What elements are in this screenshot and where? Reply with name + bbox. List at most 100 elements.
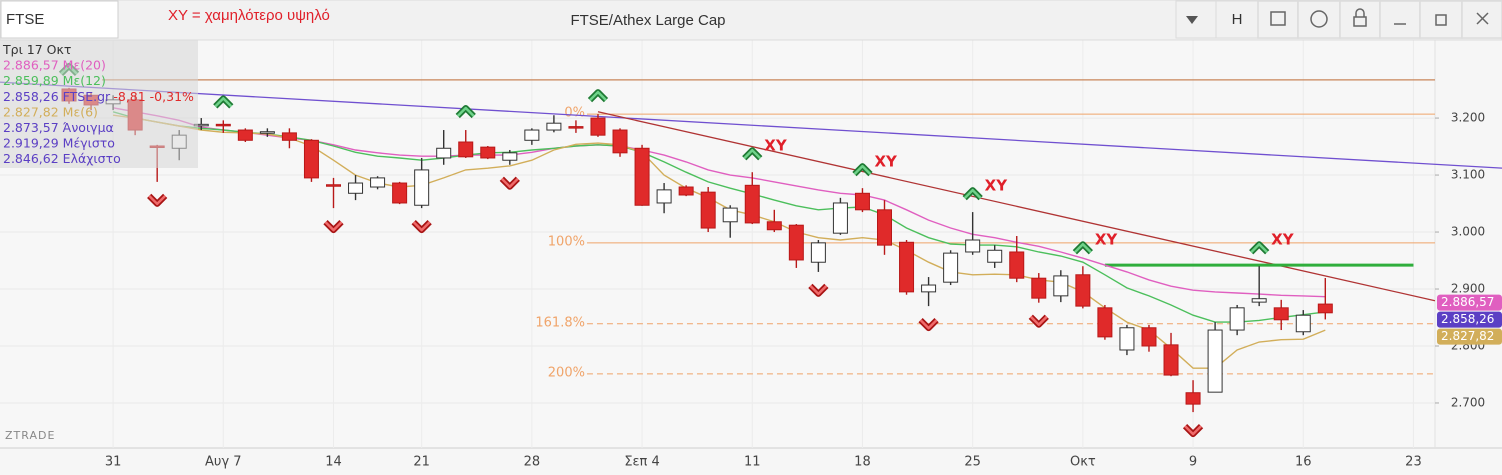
candle-body: [1031, 277, 1047, 299]
signal-label: XY: [874, 153, 898, 171]
pivot-high-arrow-inner: [1250, 242, 1269, 254]
minimize-button[interactable]: [1379, 0, 1421, 39]
y-tick-label: 3.100: [1451, 168, 1485, 182]
x-tick-label: 14: [325, 455, 342, 470]
candle-body: [1207, 329, 1223, 393]
info-text: 2.846,62: [3, 151, 59, 166]
info-text: 2.873,57: [3, 120, 59, 135]
trend-line: [597, 111, 1436, 302]
candle-body: [458, 141, 474, 158]
candle-body: [1317, 303, 1333, 314]
candle-body: [1229, 307, 1245, 331]
candle-body: [877, 209, 892, 246]
candle-body: [348, 182, 364, 194]
info-line: 2.858,26 FTSE.gr -8,81 -0,31%: [3, 88, 194, 103]
candle-body: [965, 239, 981, 253]
note: XY = χαμηλότερο υψηλό: [168, 7, 330, 24]
candle-body: [303, 139, 319, 179]
h-button[interactable]: [1215, 0, 1259, 39]
candle-body: [854, 192, 870, 211]
candle-body: [237, 129, 253, 141]
candle-body: [722, 207, 738, 223]
candle-body: [502, 152, 518, 161]
info-line: 2.859,89 Με(12): [3, 73, 106, 88]
candle-body: [1185, 392, 1201, 405]
quote-icon: [1310, 10, 1328, 28]
trend-line: [0, 81, 1502, 169]
candle-body: [1251, 298, 1267, 303]
info-text: FTSE.gr: [63, 88, 111, 103]
pivot-low-arrow-inner: [500, 177, 519, 189]
pivot-high-arrow-inner: [456, 106, 475, 117]
toolbar: FTSE XY = χαμηλότερο υψηλό FTSE/Athex La…: [0, 0, 1502, 41]
info-text: Ελάχιστο: [63, 151, 121, 166]
watermark: ZTRADE: [5, 429, 55, 442]
dropdown-arrow: [1186, 16, 1198, 24]
y-tick-label: 2.900: [1451, 282, 1485, 296]
candle-body: [1097, 307, 1113, 338]
candle-body: [899, 241, 915, 293]
info-text: 2.859,89: [3, 73, 59, 88]
plot-area: [0, 40, 1435, 448]
candle-body: [524, 129, 540, 141]
info-text: Μέγιστο: [63, 135, 115, 150]
pivot-high-arrow-inner: [853, 164, 872, 176]
h-label: H: [1232, 11, 1243, 28]
candle-body: [1075, 274, 1091, 307]
restore-button[interactable]: [1419, 0, 1463, 39]
candle-body: [590, 117, 606, 136]
restore-icon: [1435, 14, 1447, 26]
x-tick-label: 18: [854, 455, 871, 470]
candle-body: [810, 242, 826, 263]
info-line: 2.886,57 Με(20): [3, 57, 106, 72]
x-tick-label: 11: [744, 455, 761, 470]
pivot-low-arrow-inner: [919, 319, 938, 330]
lock-icon: [1353, 16, 1367, 27]
dropdown[interactable]: [1175, 0, 1217, 39]
close-icon: [1476, 12, 1489, 25]
pivot-low-arrow-inner: [1029, 315, 1048, 326]
lock-shackle: [1355, 8, 1365, 17]
fib-label: 161.8%: [535, 315, 585, 330]
info-box: [0, 40, 198, 168]
candle-body: [634, 147, 650, 206]
candle-body: [832, 202, 848, 234]
candle-body: [215, 123, 231, 127]
symbol-input[interactable]: [0, 0, 119, 39]
candle-body: [568, 126, 584, 129]
candle-body: [744, 184, 760, 224]
x-tick-label: 31: [105, 455, 122, 470]
symbol[interactable]: FTSE: [6, 11, 44, 28]
panel-button[interactable]: [1257, 0, 1299, 39]
candle-body: [656, 189, 672, 204]
info-line: 2.873,57 Άνοιγμα: [3, 120, 114, 135]
candle-body: [1009, 251, 1025, 279]
quote-button[interactable]: [1297, 0, 1341, 39]
x-tick-label: Οκτ: [1070, 455, 1096, 470]
panel-icon: [1270, 11, 1286, 26]
x-tick-label: 9: [1189, 455, 1197, 470]
y-tick-label: 2.700: [1451, 395, 1485, 409]
candle-body: [392, 182, 408, 204]
y-tick-label: 3.200: [1451, 111, 1485, 125]
info-line: 2.919,29 Μέγιστο: [3, 135, 115, 150]
info-text: 2.827,82: [3, 104, 59, 119]
fib-label: 100%: [548, 234, 585, 249]
info-text: Με(20): [63, 57, 106, 72]
signal-label: XY: [1095, 231, 1119, 249]
candle-body: [766, 221, 782, 231]
signal-label: XY: [1271, 231, 1295, 249]
pivot-low-arrow-inner: [809, 285, 828, 296]
info-text: Με(12): [63, 73, 106, 88]
candle-body: [370, 177, 386, 188]
candle-body: [259, 131, 275, 134]
y-tick-label: 3.000: [1451, 225, 1485, 239]
info-text: -8,81 -0,31%: [113, 88, 194, 103]
candle-body: [1295, 314, 1311, 333]
price-badge: [1437, 311, 1502, 328]
lock-button[interactable]: [1339, 0, 1381, 39]
candle-body: [1119, 327, 1135, 351]
price-badge-label: 2.886,57: [1441, 295, 1494, 309]
